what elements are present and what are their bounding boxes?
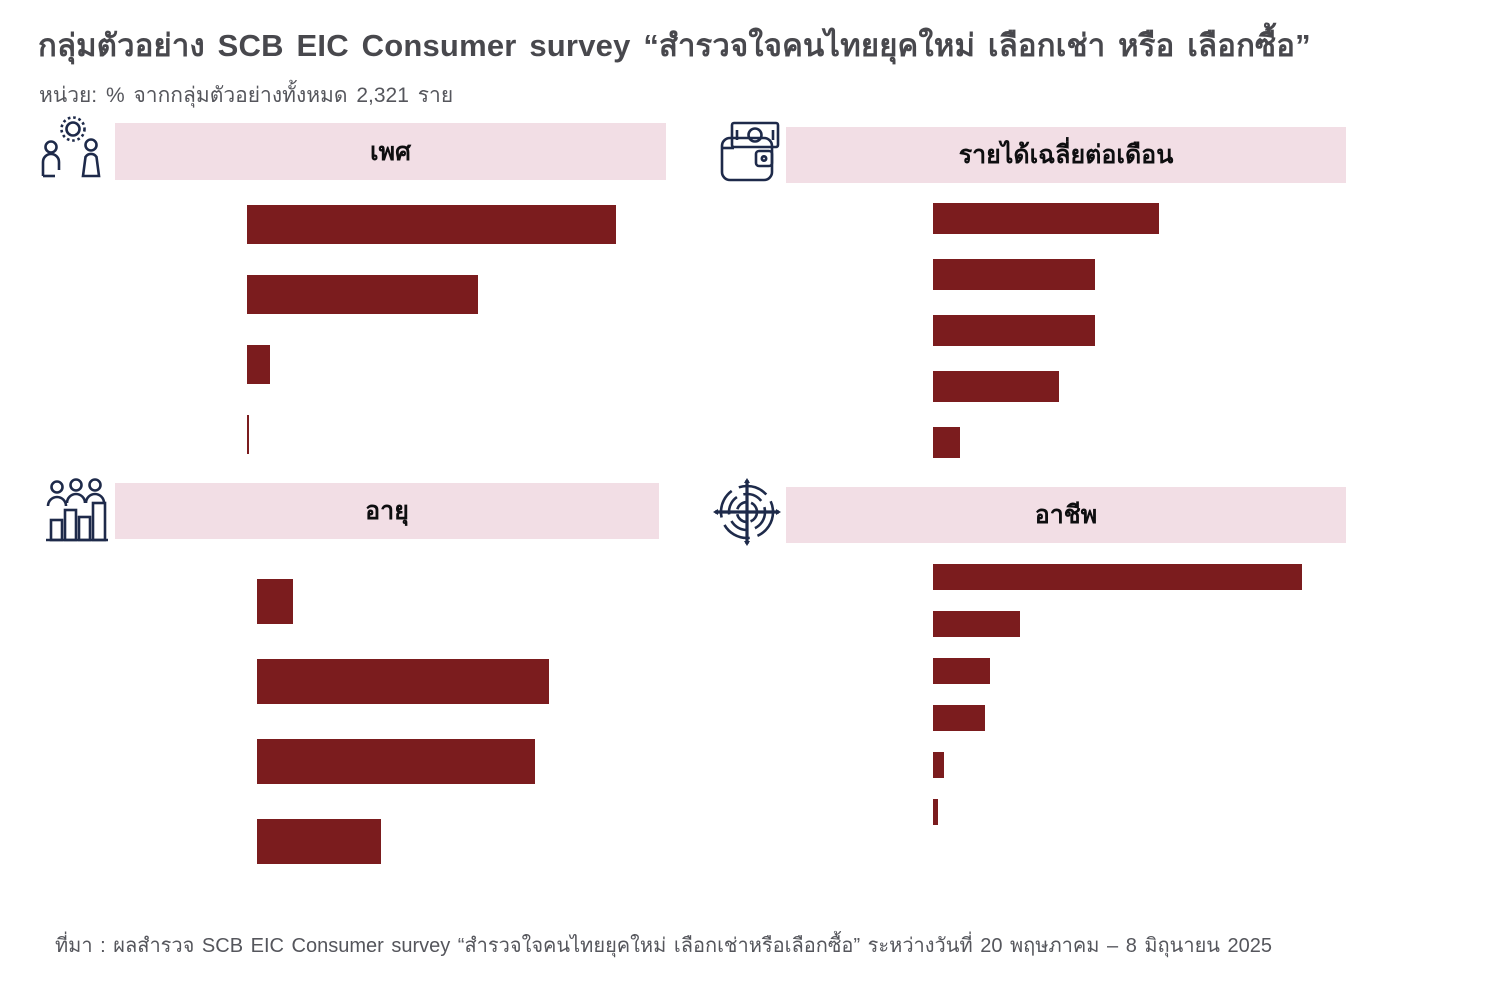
panel-header-age: อายุ	[115, 483, 659, 539]
bar	[257, 819, 381, 864]
bar	[933, 799, 938, 825]
bar	[933, 427, 960, 458]
source-note: ที่มา : ผลสำรวจ SCB EIC Consumer survey …	[55, 935, 1273, 957]
panel-title-occupation: อาชีพ	[1034, 501, 1098, 529]
bar	[257, 659, 549, 704]
bar	[933, 371, 1059, 402]
bar	[933, 203, 1159, 234]
bar	[247, 415, 249, 454]
panel-title-age: อายุ	[365, 497, 409, 525]
panel-title-gender: เพศ	[370, 137, 411, 166]
bar	[257, 739, 535, 784]
bar	[933, 259, 1095, 290]
bar	[247, 345, 270, 384]
age-bar-group	[257, 579, 549, 899]
occupation-bar-group	[933, 564, 1302, 846]
gender-people-icon	[38, 114, 106, 184]
panel-header-occupation: อาชีพ	[786, 487, 1346, 543]
bar	[933, 564, 1302, 590]
bar	[933, 705, 985, 731]
target-compass-icon	[712, 477, 782, 547]
page-title: กลุ่มตัวอย่าง SCB EIC Consumer survey “ส…	[38, 28, 1311, 63]
bar	[933, 658, 990, 684]
bar	[247, 275, 478, 314]
bar	[247, 205, 616, 244]
bar	[933, 315, 1095, 346]
income-bar-group	[933, 203, 1159, 483]
bar	[933, 752, 944, 778]
bar	[933, 611, 1020, 637]
bar	[257, 579, 293, 624]
gender-bar-group	[247, 205, 616, 485]
panel-title-income: รายได้เฉลี่ยต่อเดือน	[958, 141, 1174, 169]
wallet-money-icon	[716, 118, 784, 186]
panel-header-income: รายได้เฉลี่ยต่อเดือน	[786, 127, 1346, 183]
people-barchart-icon	[42, 476, 112, 546]
panel-header-gender: เพศ	[115, 123, 666, 180]
unit-note: หน่วย: % จากกลุ่มตัวอย่างทั้งหมด 2,321 ร…	[39, 84, 454, 107]
